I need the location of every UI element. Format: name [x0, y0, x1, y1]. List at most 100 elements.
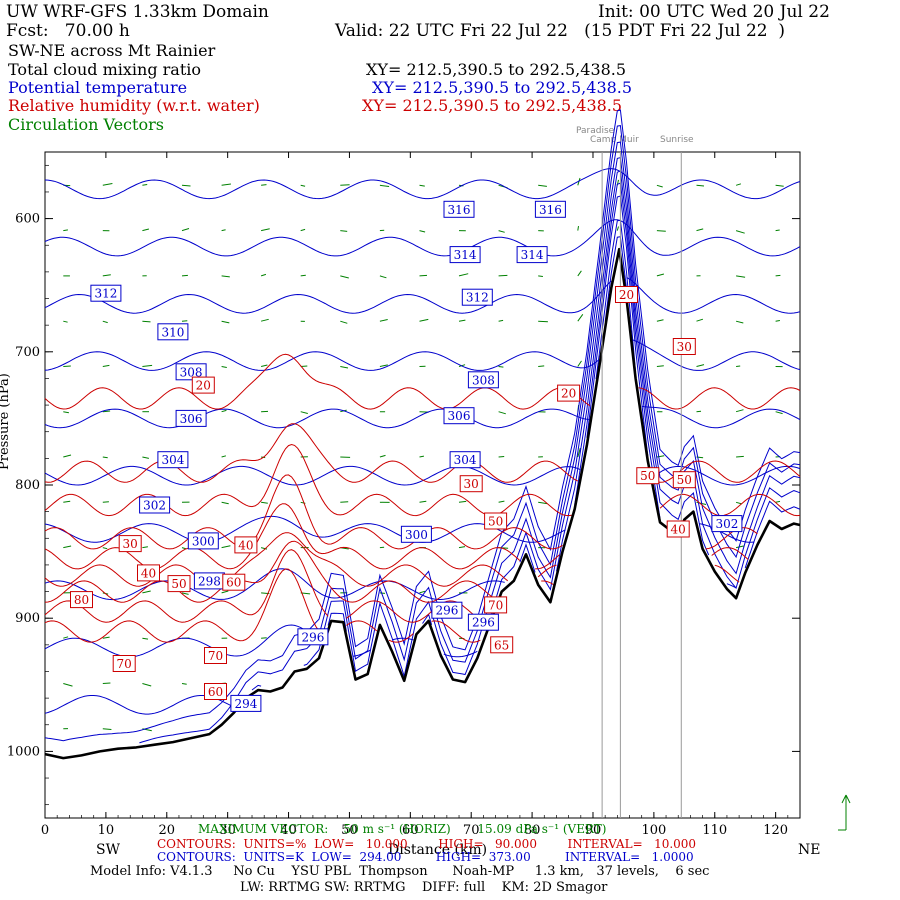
circulation-vector: [221, 590, 229, 594]
rh-contour-label-box: [459, 475, 483, 493]
theta-contour-label-box: [516, 246, 548, 264]
y-axis-title: Pressure (hPa): [0, 373, 12, 470]
circulation-vector: [63, 500, 71, 503]
rh-contour-label: 40: [141, 566, 156, 580]
circulation-vector: [419, 500, 427, 503]
circulation-vector: [538, 365, 545, 367]
reference-vector-arrow: [838, 794, 851, 831]
theta-contour-label-box: [443, 200, 475, 218]
x-tick-label: 60: [402, 823, 419, 838]
theta-contour-label-box: [139, 496, 171, 514]
circulation-vector: [577, 447, 581, 458]
rh-contour-label: 20: [561, 387, 576, 401]
max-vector-info: MAXIMUM VECTOR: 50 m s⁻¹ (HORIZ) 15.09 d…: [198, 822, 607, 836]
circulation-vector: [102, 501, 109, 503]
circulation-vector: [379, 454, 386, 458]
theta-contour-label: 302: [715, 517, 738, 531]
theta-contour-label: 296: [472, 616, 495, 630]
circulation-vector: [775, 274, 781, 277]
circulation-vector: [498, 456, 505, 458]
circulation-vector: [419, 274, 428, 277]
circulation-vector: [181, 274, 188, 277]
circulation-vector: [419, 184, 425, 187]
title: UW WRF-GFS 1.33km Domain: [6, 2, 269, 22]
circulation-vector: [142, 320, 151, 323]
theta-contour-label: 298: [198, 574, 221, 588]
circulation-vector: [458, 500, 467, 503]
xy-cloud: XY= 212.5,390.5 to 292.5,438.5: [366, 60, 627, 79]
init-time: Init: 00 UTC Wed 20 Jul 22: [598, 2, 830, 22]
theta-contour-line: [44, 219, 801, 257]
circulation-vector: [379, 319, 388, 322]
theta-contour-label-box: [449, 451, 481, 469]
rh-contour-label-box: [234, 536, 258, 554]
physics-info: LW: RRTMG SW: RRTMG DIFF: full KM: 2D Sm…: [240, 880, 608, 895]
circulation-vector: [142, 546, 148, 549]
circulation-vector: [498, 411, 506, 415]
landmark-sunrise: Sunrise: [660, 135, 694, 145]
x-tick-label: 110: [702, 823, 727, 838]
rh-contour-label-box: [204, 647, 227, 664]
circulation-vector: [458, 273, 469, 277]
circulation-vector: [221, 229, 226, 232]
circulation-vector: [63, 545, 72, 549]
circulation-vector: [379, 184, 390, 187]
rh-contour-line: [44, 353, 801, 410]
rh-contour-label: 50: [677, 473, 692, 487]
circulation-vector: [656, 455, 665, 458]
circulation-vector: [696, 184, 705, 187]
circulation-vector: [735, 183, 742, 186]
circulation-vector: [656, 273, 665, 277]
rh-contour-label-box: [112, 655, 136, 672]
rh-contour-label: 30: [123, 537, 138, 551]
theta-contour-line: [44, 252, 801, 314]
circulation-vector: [102, 183, 113, 186]
circulation-vector: [221, 320, 230, 324]
theta-contour-label-box: [157, 451, 189, 469]
rh-contour-label-box: [490, 636, 514, 654]
circulation-vector: [261, 637, 267, 639]
theta-contour-label-box: [534, 200, 566, 218]
theta-contour-line: [44, 109, 801, 742]
rh-contour-label-box: [118, 535, 142, 553]
rh-contour-label-box: [672, 471, 696, 489]
rh-contour-label: 40: [671, 523, 686, 537]
theta-contour-info: CONTOURS: UNITS=K LOW= 294.00 HIGH= 373.…: [157, 850, 694, 864]
circulation-vector: [300, 411, 308, 414]
theta-contour-label-box: [431, 601, 463, 619]
circulation-vector: [736, 365, 741, 367]
rh-contour-label: 60: [208, 685, 223, 699]
field-potential-temperature: Potential temperature: [8, 78, 188, 97]
circulation-vector: [577, 314, 584, 322]
circulation-vector: [63, 683, 73, 687]
circulation-vector: [538, 320, 548, 323]
circulation-vector: [340, 184, 350, 186]
y-tick-label: 600: [15, 212, 40, 227]
circulation-vector: [538, 501, 548, 505]
circulation-vector: [300, 274, 306, 277]
x-tick-label: 0: [41, 823, 49, 838]
theta-contour-line: [44, 141, 801, 715]
theta-contour-label: 296: [301, 630, 324, 644]
rh-contour-label: 50: [171, 577, 186, 591]
circulation-vector: [419, 318, 429, 322]
rh-contour-label-box: [615, 286, 638, 303]
rh-contour-label: 40: [238, 538, 253, 552]
circulation-vector: [656, 365, 664, 367]
circulation-vector: [696, 228, 704, 232]
circulation-vector: [102, 410, 111, 413]
circulation-vector: [142, 456, 150, 459]
y-tick-label: 900: [15, 611, 40, 626]
circulation-vector: [775, 500, 781, 503]
circulation-vector: [775, 320, 780, 322]
theta-contour-line: [139, 125, 801, 744]
circulation-vector: [656, 319, 664, 322]
x-tick-label: 50: [341, 823, 358, 838]
theta-contour-label-box: [157, 323, 189, 341]
theta-contour-label: 300: [192, 534, 215, 548]
theta-contour-label-box: [175, 409, 207, 427]
rh-contour-label: 20: [196, 379, 211, 393]
rh-contour-label: 50: [640, 469, 655, 483]
circulation-vector: [379, 364, 388, 367]
theta-contour-line: [45, 183, 770, 542]
